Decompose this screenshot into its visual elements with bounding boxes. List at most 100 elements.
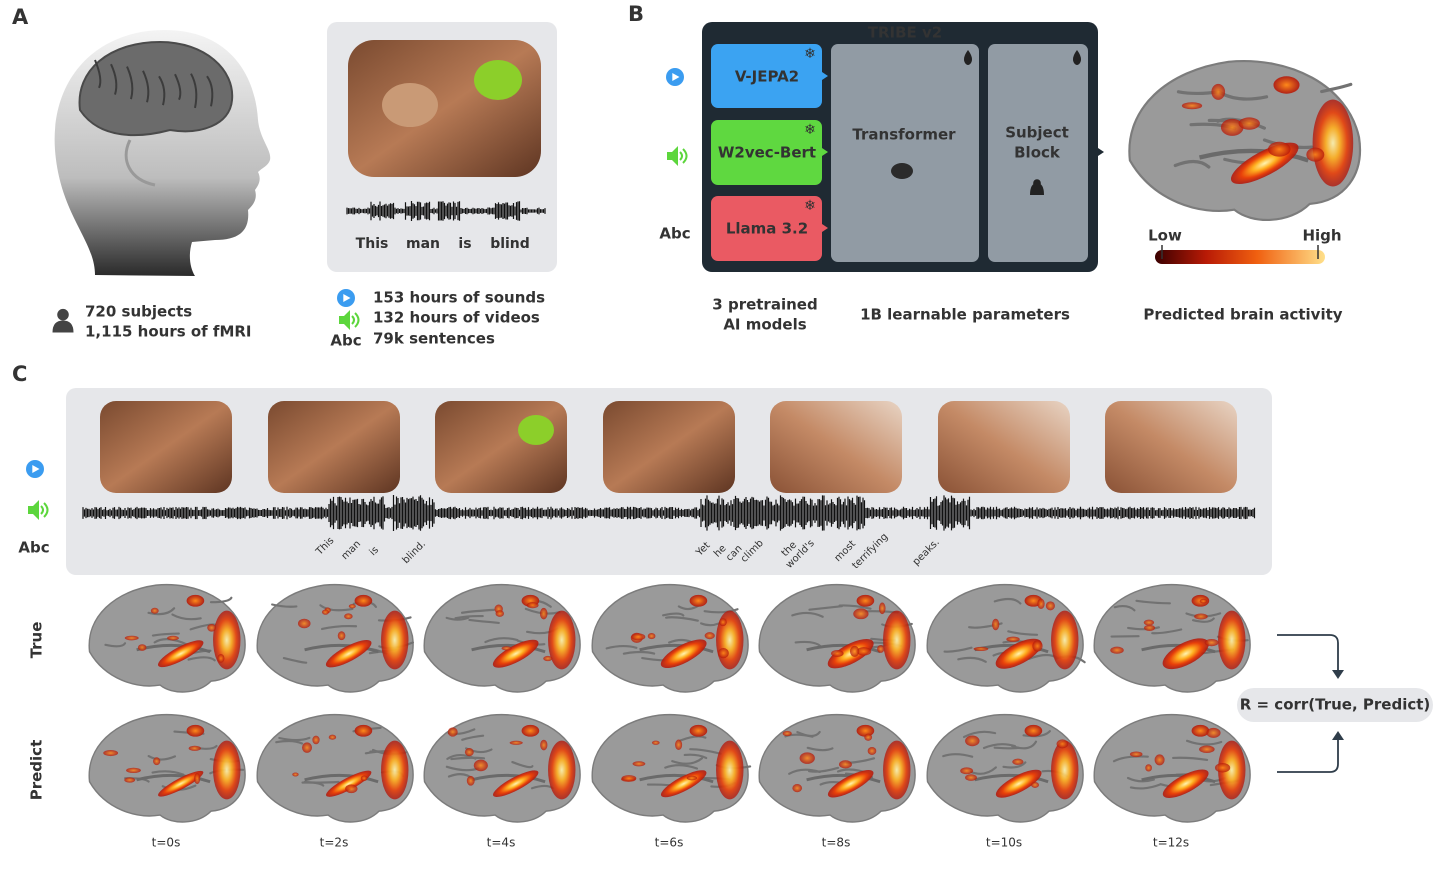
brain-sulcus — [689, 748, 722, 755]
brain-map — [1093, 713, 1251, 823]
activation — [631, 633, 646, 641]
encoder-name: Llama 3.2 — [726, 220, 808, 238]
row-label: True — [28, 622, 46, 659]
activation — [213, 740, 241, 800]
activation — [1162, 769, 1209, 798]
icon-body — [52, 320, 74, 333]
brain-sulcus — [1191, 617, 1215, 623]
activation — [495, 610, 505, 617]
panel-label: A — [12, 5, 29, 29]
brain-surface — [256, 583, 414, 693]
brain-sulcus — [1151, 628, 1183, 635]
activation — [718, 647, 729, 659]
brain-sulcus — [209, 596, 233, 604]
brain-sulcus — [679, 735, 707, 742]
activation — [167, 635, 179, 641]
activation — [716, 740, 744, 800]
brain-sulcus — [151, 770, 185, 776]
activation — [849, 645, 860, 657]
activation — [827, 769, 874, 798]
activation — [1306, 147, 1325, 162]
brain-sulcus — [187, 656, 216, 662]
activation — [345, 784, 358, 794]
activation — [1211, 83, 1226, 100]
brain-surface — [1128, 59, 1362, 221]
activation — [960, 767, 974, 775]
brain-sulcus — [1185, 739, 1223, 746]
brain-sulcus — [460, 608, 495, 614]
activation — [1143, 619, 1155, 626]
activation — [867, 747, 877, 755]
activation — [1162, 638, 1209, 670]
activation — [354, 724, 373, 737]
brain-sulcus — [957, 656, 987, 663]
activation — [856, 594, 875, 607]
activation — [326, 770, 372, 797]
activation — [1037, 598, 1045, 610]
label: 720 subjects — [85, 303, 192, 321]
activation — [1154, 754, 1165, 766]
label: Predicted brain activity — [1143, 306, 1342, 324]
head-sulcus — [142, 70, 150, 103]
brain-sulcus — [622, 650, 656, 655]
brain-sulcus — [445, 616, 470, 621]
activation — [1110, 646, 1124, 654]
activation — [1181, 102, 1203, 110]
time-label: t=12s — [1153, 836, 1189, 850]
brain-sulcus — [788, 768, 821, 775]
brain-sylvian — [639, 643, 714, 654]
activation — [1218, 610, 1246, 670]
brain-map — [256, 713, 414, 823]
label: 3 pretrained — [712, 296, 817, 314]
brain-sulcus — [1002, 761, 1027, 769]
time-label: t=4s — [487, 836, 516, 850]
brain-sulcus — [838, 604, 872, 610]
activation — [1045, 601, 1055, 611]
activation — [782, 730, 792, 737]
brain-surface — [1093, 713, 1251, 823]
brain-sylvian — [471, 773, 546, 784]
brain-sulcus — [993, 597, 1022, 605]
activation — [124, 635, 139, 641]
activation — [1143, 624, 1156, 631]
activation — [492, 639, 539, 668]
brain-map — [256, 583, 414, 693]
activation — [1218, 740, 1246, 800]
activation — [1056, 739, 1069, 749]
brain-map — [926, 583, 1086, 693]
icon-body — [1030, 183, 1044, 195]
brain-map — [88, 583, 246, 693]
brain-sulcus — [1126, 776, 1155, 783]
brain-sulcus — [1172, 756, 1209, 761]
activation — [540, 739, 548, 751]
brain-sulcus — [605, 645, 638, 650]
block-name: Transformer — [852, 126, 956, 144]
encoder-name: V-JEPA2 — [735, 68, 799, 86]
activation — [124, 777, 136, 783]
brain-sylvian — [806, 643, 881, 654]
activation — [213, 610, 241, 670]
video-frame — [1105, 401, 1237, 493]
time-label: t=6s — [655, 836, 684, 850]
activation — [548, 740, 576, 800]
brain-sulcus — [665, 616, 699, 622]
activation — [995, 638, 1042, 669]
caption-word: man — [406, 236, 440, 252]
activation — [799, 752, 815, 764]
icon-triangle — [672, 72, 680, 82]
activation — [1206, 727, 1221, 738]
brain-sulcus — [301, 781, 325, 787]
brain-sulcus — [683, 753, 708, 760]
brain-map — [88, 713, 246, 823]
activation — [883, 610, 911, 670]
panel-label: B — [628, 2, 644, 26]
activation — [548, 610, 576, 670]
brain-sulcus — [942, 753, 974, 758]
activation — [1024, 724, 1043, 737]
brain-map — [423, 713, 581, 823]
brain-surface — [591, 713, 749, 823]
video-frame — [770, 401, 902, 493]
brain-sulcus — [671, 757, 704, 765]
activation — [473, 759, 488, 772]
activation — [878, 602, 886, 615]
